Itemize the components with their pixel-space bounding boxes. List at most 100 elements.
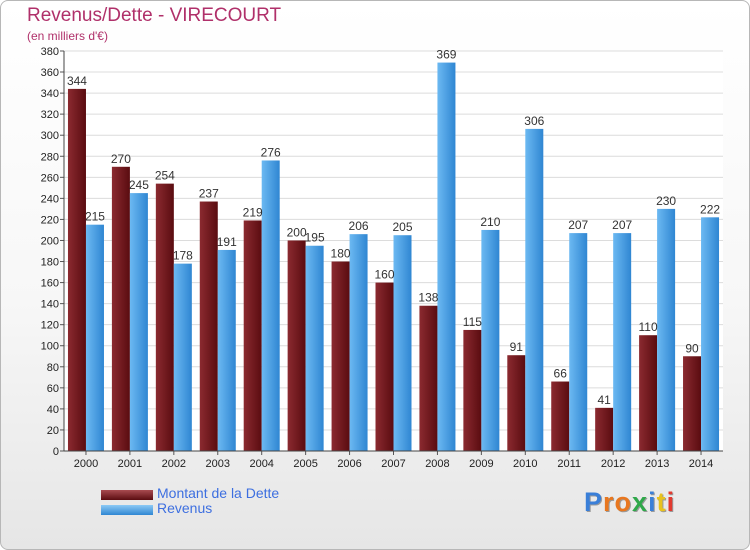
y-tick-label: 40 — [47, 404, 59, 416]
data-label-dette: 110 — [639, 320, 658, 334]
x-tick-label: 2007 — [381, 458, 405, 470]
y-tick-label: 180 — [41, 257, 59, 269]
y-tick-label: 140 — [41, 299, 59, 311]
legend-swatch-dette — [101, 490, 153, 500]
bar-dette — [287, 240, 306, 451]
proxiti-logo: Proxiti — [584, 487, 675, 518]
logo-letter: i — [648, 487, 657, 517]
bar-revenus — [525, 128, 544, 451]
legend-label-dette: Montant de la Dette — [157, 485, 280, 501]
data-label-revenus: 178 — [173, 249, 193, 263]
data-label-revenus: 206 — [349, 219, 369, 233]
data-label-revenus: 191 — [217, 235, 237, 249]
bar-dette — [463, 329, 482, 451]
x-tick-label: 2014 — [689, 458, 713, 470]
data-label-dette: 160 — [374, 268, 394, 282]
bar-revenus — [173, 263, 192, 451]
data-label-revenus: 195 — [305, 231, 325, 245]
data-label-dette: 180 — [331, 247, 351, 261]
y-tick-label: 300 — [41, 130, 59, 142]
data-label-dette: 200 — [287, 225, 307, 239]
bar-revenus — [393, 235, 412, 451]
y-tick-label: 340 — [41, 88, 59, 100]
bar-dette — [507, 355, 526, 451]
x-tick-label: 2009 — [469, 458, 493, 470]
logo-letter: P — [584, 487, 604, 517]
bar-revenus — [85, 224, 104, 451]
y-tick-label: 260 — [41, 172, 59, 184]
bar-dette — [331, 261, 350, 451]
data-label-dette: 91 — [510, 340, 524, 354]
bar-dette — [595, 407, 614, 451]
x-tick-label: 2004 — [249, 458, 273, 470]
x-tick-label: 2000 — [74, 458, 98, 470]
bar-revenus — [261, 160, 280, 451]
x-tick-label: 2010 — [513, 458, 537, 470]
y-tick-label: 100 — [41, 341, 59, 353]
logo-letter: o — [614, 487, 633, 517]
data-label-revenus: 276 — [261, 145, 281, 159]
y-tick-label: 360 — [41, 67, 59, 79]
data-label-revenus: 207 — [612, 218, 632, 232]
x-tick-label: 2002 — [162, 458, 186, 470]
data-label-dette: 344 — [67, 74, 87, 88]
data-label-dette: 115 — [463, 315, 482, 329]
bar-dette — [111, 166, 130, 451]
bar-revenus — [349, 234, 368, 451]
data-label-revenus: 215 — [85, 210, 105, 224]
legend-swatch-revenus — [101, 505, 153, 515]
data-label-revenus: 205 — [392, 220, 412, 234]
bar-revenus — [305, 245, 324, 451]
x-tick-label: 2013 — [645, 458, 669, 470]
data-label-revenus: 222 — [700, 202, 720, 216]
logo-letter: i — [666, 487, 676, 517]
data-label-revenus: 210 — [480, 215, 500, 229]
data-label-revenus: 306 — [524, 114, 544, 128]
bar-dette — [243, 220, 262, 451]
logo-letter: t — [656, 487, 667, 517]
y-tick-label: 240 — [41, 193, 59, 205]
data-label-dette: 138 — [418, 291, 438, 305]
data-label-dette: 90 — [685, 341, 699, 355]
chart-subtitle: (en milliers d'€) — [27, 29, 108, 43]
data-label-revenus: 230 — [656, 194, 676, 208]
x-tick-label: 2003 — [206, 458, 230, 470]
x-tick-label: 2005 — [293, 458, 317, 470]
data-label-dette: 254 — [155, 169, 175, 183]
y-tick-label: 380 — [41, 46, 59, 58]
y-tick-label: 0 — [53, 446, 59, 458]
y-tick-label: 20 — [47, 425, 59, 437]
bar-revenus — [613, 233, 632, 451]
bar-dette — [375, 282, 394, 451]
bar-dette — [419, 305, 438, 451]
data-label-dette: 237 — [199, 187, 219, 201]
y-tick-label: 280 — [41, 151, 59, 163]
y-tick-label: 80 — [47, 362, 59, 374]
data-label-revenus: 245 — [129, 178, 149, 192]
bar-dette — [639, 335, 658, 451]
data-label-dette: 66 — [554, 367, 568, 381]
chart-title: Revenus/Dette - VIRECOURT — [27, 5, 282, 26]
x-tick-label: 2012 — [601, 458, 625, 470]
x-tick-label: 2008 — [425, 458, 449, 470]
bar-dette — [683, 356, 702, 451]
data-label-revenus: 369 — [436, 48, 456, 62]
bar-dette — [199, 201, 218, 451]
x-tick-label: 2001 — [118, 458, 142, 470]
bar-dette — [551, 381, 570, 451]
bar-revenus — [701, 217, 720, 451]
bar-revenus — [569, 233, 588, 451]
bar-revenus — [657, 208, 676, 451]
data-label-dette: 270 — [111, 152, 131, 166]
bar-dette — [155, 183, 174, 451]
bar-revenus — [129, 193, 148, 451]
bar-revenus — [481, 229, 500, 451]
logo-letter: x — [632, 487, 649, 517]
data-label-revenus: 207 — [568, 218, 588, 232]
y-tick-label: 320 — [41, 109, 59, 121]
bar-dette — [67, 88, 86, 451]
y-tick-label: 120 — [41, 320, 59, 332]
logo-letter: r — [603, 487, 615, 517]
